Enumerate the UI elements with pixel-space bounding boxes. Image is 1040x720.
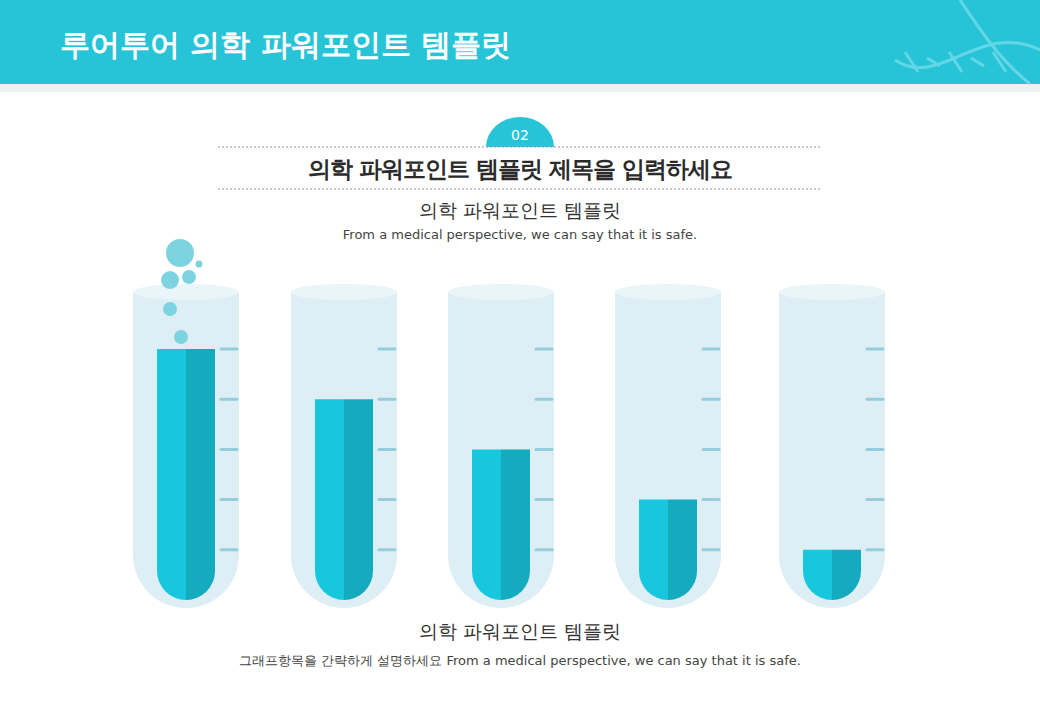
bubbles [161, 239, 203, 344]
liquid-bar [639, 500, 697, 600]
tube [615, 292, 721, 608]
bubble [166, 239, 194, 267]
tube-lip [779, 284, 885, 300]
chart-subtitle: 의학 파워포인트 템플릿 [419, 199, 621, 221]
tube [779, 292, 885, 608]
dna-rung [949, 52, 962, 72]
page: 루어투어 의학 파워포인트 템플릿 02 의학 파워포인트 템플릿 제목을 입력하세… [0, 0, 1040, 720]
bubble [196, 261, 203, 268]
liquid-bar [157, 349, 215, 600]
tick-mark [221, 348, 237, 351]
tick-mark [867, 498, 883, 501]
liquid-bar [472, 449, 530, 600]
tube [448, 292, 554, 608]
tick-mark [867, 448, 883, 451]
tube-lip [133, 284, 239, 300]
tick-mark [536, 448, 552, 451]
tick-mark [536, 498, 552, 501]
annotation: 그래프항목을 간략하게 설명하세요 From a medical perspec… [239, 653, 801, 668]
tubes [133, 284, 885, 608]
dna-rung [905, 52, 918, 72]
annotation: From a medical perspective, we can say t… [343, 227, 697, 242]
tick-mark [867, 548, 883, 551]
tick-mark [379, 448, 395, 451]
bubble [163, 302, 177, 316]
liquid-bar [315, 399, 373, 600]
ticks [221, 349, 883, 550]
badge [486, 117, 554, 147]
header-decoration [895, 0, 1040, 84]
liquids [157, 349, 861, 600]
tick-mark [379, 498, 395, 501]
dna-rung [927, 58, 940, 66]
tick-mark [379, 348, 395, 351]
tube [291, 292, 397, 608]
chart-title: 의학 파워포인트 템플릿 제목을 입력하세요 [308, 156, 732, 182]
liquid-bar [803, 550, 861, 600]
tube [133, 292, 239, 608]
bubble [182, 270, 196, 284]
tick-mark [536, 398, 552, 401]
tick-mark [221, 448, 237, 451]
tick-mark [703, 348, 719, 351]
bubble [161, 271, 179, 289]
dna-rung [993, 52, 1006, 72]
tube-lip [291, 284, 397, 300]
title-rule [218, 147, 822, 148]
tick-mark [221, 498, 237, 501]
tick-mark [221, 398, 237, 401]
bubble [174, 330, 188, 344]
tick-mark [536, 548, 552, 551]
dna-strand [960, 0, 1030, 84]
tick-mark [703, 498, 719, 501]
tube-lip [615, 284, 721, 300]
tick-mark [379, 398, 395, 401]
tick-mark [867, 348, 883, 351]
header-shadow [0, 84, 1040, 92]
badge-number: 02 [511, 127, 529, 143]
tube-lip [448, 284, 554, 300]
header-band [0, 0, 1040, 84]
annotation: 의학 파워포인트 템플릿 [419, 620, 621, 642]
header-title: 루어투어 의학 파워포인트 템플릿 [60, 27, 511, 62]
tick-mark [536, 348, 552, 351]
tick-mark [703, 398, 719, 401]
tick-mark [221, 548, 237, 551]
canvas: 루어투어 의학 파워포인트 템플릿 02 의학 파워포인트 템플릿 제목을 입력하세… [0, 0, 1040, 720]
dna-strand [895, 42, 1040, 67]
dna-rung [971, 58, 984, 66]
title-rule [218, 189, 822, 190]
tick-mark [867, 398, 883, 401]
tick-mark [379, 548, 395, 551]
tick-mark [703, 448, 719, 451]
tick-mark [703, 548, 719, 551]
